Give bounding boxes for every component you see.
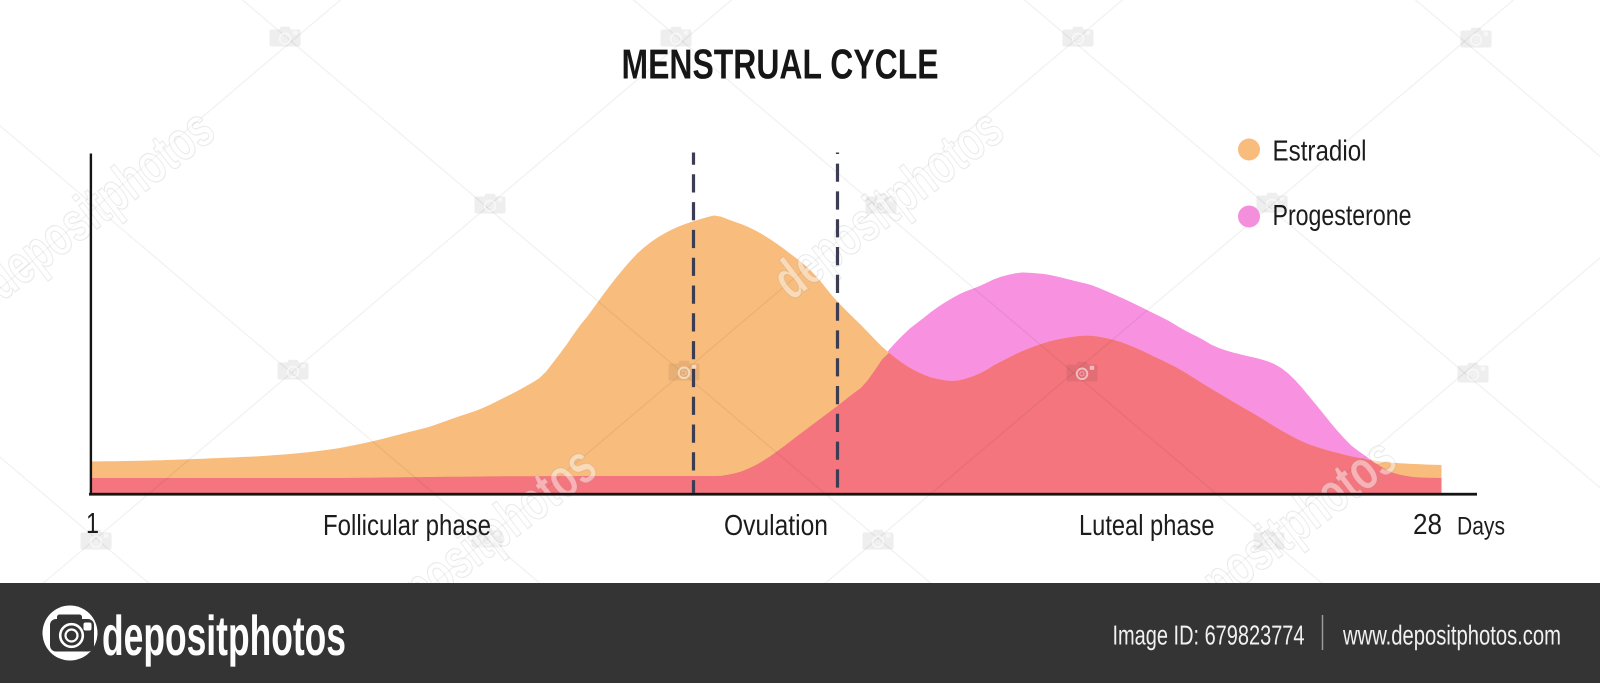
svg-text:Ovulation: Ovulation [724, 510, 828, 542]
svg-text:28: 28 [1413, 509, 1442, 541]
svg-text:Image ID: 679823774: Image ID: 679823774 [1113, 620, 1305, 651]
svg-text:MENSTRUAL CYCLE: MENSTRUAL CYCLE [622, 41, 939, 88]
svg-text:www.depositphotos.com: www.depositphotos.com [1342, 620, 1561, 651]
svg-text:depositphotos: depositphotos [102, 604, 346, 667]
svg-text:Progesterone: Progesterone [1273, 200, 1412, 232]
svg-text:Estradiol: Estradiol [1273, 136, 1367, 168]
svg-text:1: 1 [86, 508, 99, 540]
svg-text:Luteal phase: Luteal phase [1079, 510, 1215, 542]
svg-text:Days: Days [1457, 513, 1505, 541]
svg-text:Follicular phase: Follicular phase [323, 510, 491, 542]
